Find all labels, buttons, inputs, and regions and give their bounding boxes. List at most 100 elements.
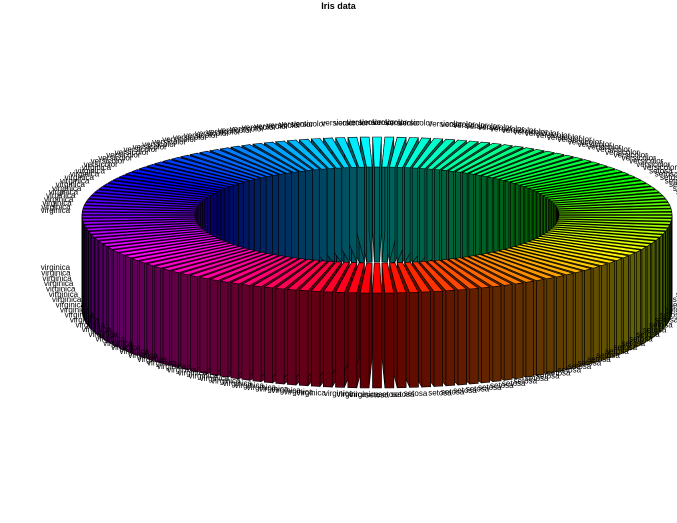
slice-label: setosa — [673, 184, 677, 193]
slice-outer-wall — [445, 289, 456, 387]
slice-top — [426, 139, 468, 170]
slice-outer-wall — [457, 288, 467, 386]
slice-label: virginica — [157, 362, 187, 371]
slice-top — [461, 145, 525, 174]
slice-top — [474, 254, 546, 281]
slice-label: versicolor — [490, 124, 525, 133]
slice-top — [179, 250, 262, 276]
slice-label: versicolor — [142, 140, 177, 149]
slice-top — [536, 177, 642, 194]
slice-label: virginica — [349, 390, 379, 399]
slice-label: setosa — [596, 351, 620, 360]
slice-outer-wall — [252, 285, 262, 383]
slice-label: virginica — [284, 387, 314, 396]
slice-top — [124, 171, 226, 191]
slice-top — [480, 150, 556, 177]
slice-top — [274, 259, 321, 290]
slice-top — [418, 260, 456, 292]
slice-label: virginica — [96, 334, 126, 343]
slice-top — [94, 228, 206, 241]
slice-label: versicolor — [279, 120, 314, 129]
slice-top — [454, 257, 514, 286]
slice-top — [118, 174, 222, 192]
slice-top — [208, 149, 280, 176]
slice-outer-wall — [287, 288, 297, 386]
slice-outer-wall — [492, 285, 502, 383]
slice-label: virginica — [60, 306, 90, 315]
slice-label: versicolor — [536, 131, 571, 140]
slice-outer-wall — [162, 268, 170, 366]
slice-outer-wall — [525, 280, 534, 378]
slice-label: versicolor — [441, 120, 476, 129]
slice-top — [107, 180, 215, 196]
slice-top — [91, 226, 204, 238]
slice-label: versicolor — [578, 140, 613, 149]
slice-label: setosa — [568, 362, 592, 371]
slice-label: versicolor — [206, 127, 241, 136]
slice-top — [492, 250, 575, 276]
slice-outer-wall — [347, 292, 358, 389]
slice-label: virginica — [76, 166, 106, 175]
slice-label: setosa — [655, 170, 677, 179]
slice-outer-wall — [154, 265, 162, 364]
slice-top — [550, 226, 663, 238]
slice-top — [310, 261, 343, 292]
slice-label: setosa — [622, 339, 646, 348]
slice-label: virginica — [42, 199, 72, 208]
slice-top — [252, 258, 307, 288]
slice-label: versicolor — [614, 151, 649, 160]
slice-top — [170, 156, 256, 181]
slice-top — [550, 192, 663, 204]
slice-top — [170, 249, 256, 274]
slice-top — [189, 251, 268, 278]
slice-label: setosa — [614, 343, 638, 352]
slice-top — [498, 156, 584, 181]
slice-top — [381, 136, 395, 168]
slice-label: versicolor — [360, 118, 395, 127]
slice-outer-wall — [546, 277, 555, 375]
slice-label: setosa — [428, 388, 452, 397]
slice-label: setosa — [466, 385, 490, 394]
slice-label: virginica — [46, 191, 76, 200]
slice-label: setosa — [660, 311, 677, 320]
slice-label: versicolor — [643, 163, 677, 172]
slice-top — [514, 244, 609, 266]
slice-top — [91, 192, 204, 204]
slice-label: setosa — [669, 180, 677, 189]
slice-outer-wall — [536, 278, 545, 376]
slice-top — [286, 139, 328, 170]
slice-top — [189, 152, 268, 179]
slice-label: versicolor — [347, 118, 382, 127]
slice-top — [131, 169, 231, 189]
slice-label: versicolor — [525, 129, 560, 138]
slice-label: virginica — [259, 385, 289, 394]
slice-top — [514, 164, 609, 186]
slice-top — [112, 236, 218, 253]
slice-label: setosa — [514, 377, 538, 386]
slice-label: virginica — [41, 263, 71, 272]
slice-outer-wall — [433, 290, 444, 387]
slice-top — [389, 136, 407, 168]
slice-label: virginica — [167, 365, 197, 374]
slice-label: versicolor — [254, 122, 289, 131]
slice-outer-wall — [469, 287, 479, 385]
slice-top — [440, 259, 491, 289]
slice-top — [153, 161, 245, 184]
slice-label: setosa — [453, 386, 477, 395]
slice-top — [532, 174, 636, 192]
slice-label: versicolor — [568, 138, 603, 147]
slice-outer-wall — [503, 283, 513, 381]
slice-top — [84, 202, 198, 210]
slice-top — [548, 228, 660, 241]
pie-slice — [372, 136, 382, 263]
slice-label: virginica — [41, 202, 71, 211]
slice-top — [88, 224, 202, 235]
slice-label: virginica — [44, 195, 74, 204]
slice-outer-wall — [298, 289, 309, 387]
slice-top — [404, 137, 432, 169]
slice-top — [528, 239, 630, 259]
slice-top — [545, 230, 656, 244]
slice-label: virginica — [128, 351, 158, 360]
slice-label: virginica — [42, 274, 72, 283]
